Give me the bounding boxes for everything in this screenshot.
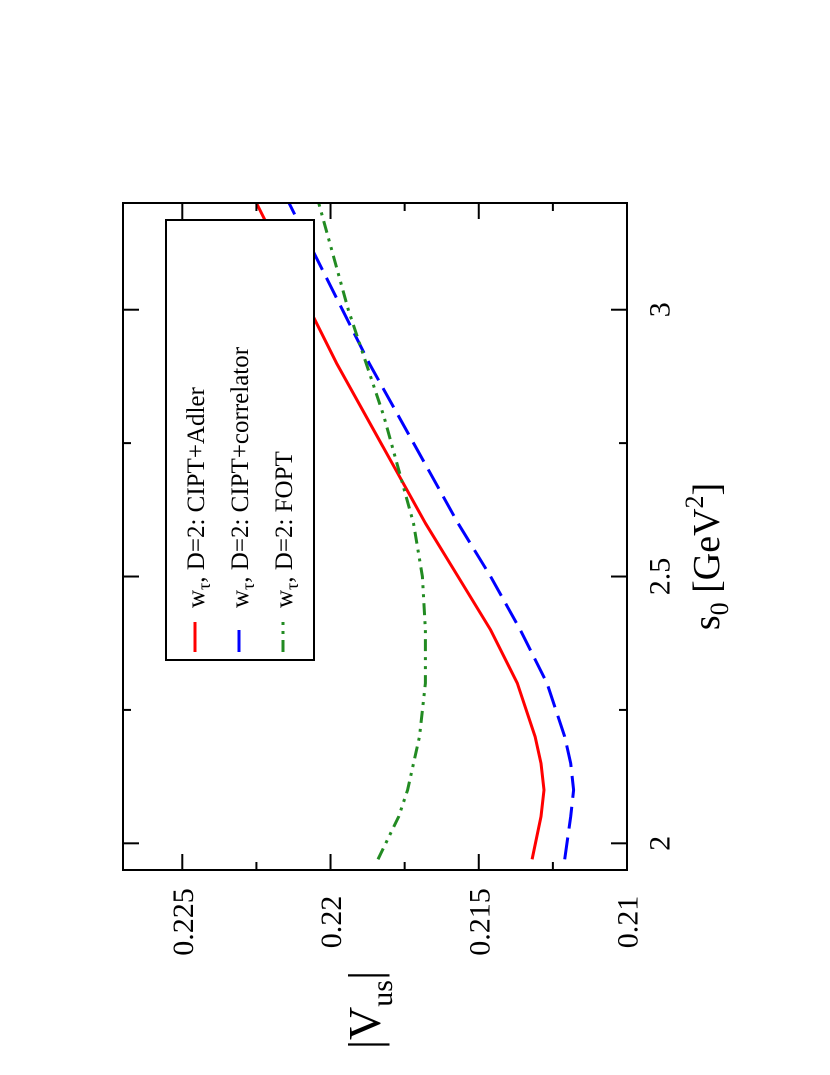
x-tick-label: 3	[644, 302, 677, 317]
series-line-1	[287, 203, 576, 860]
y-axis-label: |Vus|	[339, 971, 399, 1049]
x-axis-label: s0 [GeV2]	[680, 483, 734, 630]
plot-frame	[122, 202, 628, 871]
y-tick-label: 0.22	[315, 896, 348, 949]
legend: wτ, D=2: CIPT+Adler wτ, D=2: CIPT+correla…	[165, 219, 315, 661]
legend-box	[165, 219, 315, 661]
x-tick-label: 2.5	[644, 558, 677, 596]
axes: 2 2.5 3 0.21 0.215 0.22 0.225 s0 [GeV2] |Vus|	[122, 202, 734, 1049]
x-tick-label: 2	[644, 836, 677, 851]
series-line-0	[255, 203, 546, 860]
legend-label-1: wτ, D=2: CIPT+correlator	[227, 346, 258, 608]
y-tick-label: 0.215	[463, 888, 496, 956]
series-line-2	[317, 203, 427, 860]
legend-label-0: wτ, D=2: CIPT+Adler	[183, 386, 214, 608]
plot-area	[255, 203, 576, 860]
y-tick-label: 0.21	[612, 896, 645, 949]
legend-label-2: wτ, D=2: FOPT	[271, 451, 302, 608]
y-tick-label: 0.225	[167, 888, 200, 956]
